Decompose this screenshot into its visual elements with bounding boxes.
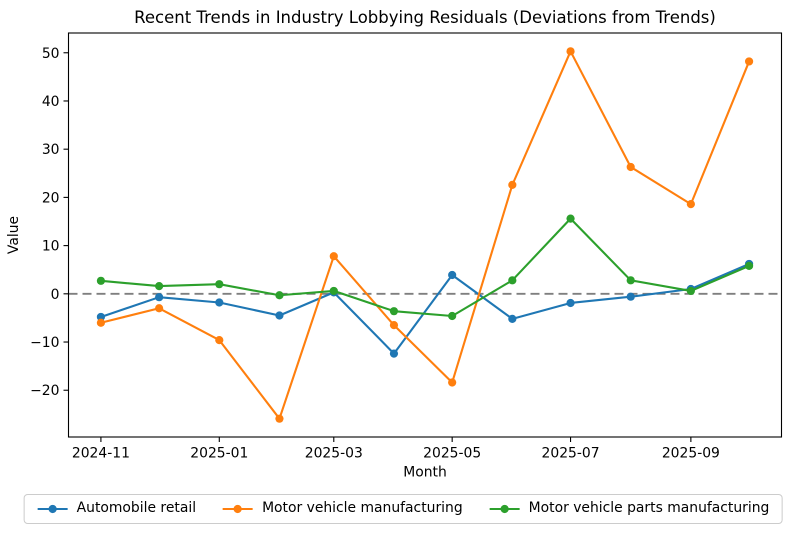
data-point-motor-vehicle-parts-manufacturing: [686, 286, 695, 296]
data-point-motor-vehicle-manufacturing: [96, 318, 106, 327]
data-point-motor-vehicle-parts-manufacturing: [389, 307, 399, 316]
data-point-motor-vehicle-parts-manufacturing: [96, 276, 106, 285]
data-point-motor-vehicle-manufacturing: [566, 47, 575, 56]
data-point-motor-vehicle-manufacturing: [155, 304, 164, 313]
data-point-motor-vehicle-manufacturing: [389, 321, 399, 330]
legend-item: Motor vehicle parts manufacturing: [489, 500, 770, 516]
x-tick-label: 2024-11: [72, 446, 130, 462]
data-point-automobile-retail: [626, 292, 635, 301]
y-tick-label: 20: [42, 190, 60, 206]
x-tick-label: 2025-05: [423, 446, 481, 462]
data-point-motor-vehicle-manufacturing: [508, 180, 517, 189]
legend-label: Motor vehicle parts manufacturing: [528, 500, 770, 516]
legend-line-marker-icon: [37, 504, 68, 514]
y-tick-label: 10: [42, 239, 60, 255]
data-point-automobile-retail: [215, 298, 224, 307]
data-point-automobile-retail: [389, 349, 399, 358]
chart-legend: Automobile retail Motor vehicle manufactu…: [23, 494, 783, 524]
data-point-motor-vehicle-manufacturing: [448, 378, 457, 387]
plot-border: [67, 32, 783, 438]
series-automobile-retail: [96, 259, 754, 358]
data-point-motor-vehicle-parts-manufacturing: [448, 311, 457, 321]
legend-label: Motor vehicle manufacturing: [262, 500, 463, 516]
legend-line-marker-icon: [223, 504, 254, 514]
data-point-automobile-retail: [508, 314, 517, 323]
data-point-motor-vehicle-parts-manufacturing: [566, 214, 575, 223]
x-axis-label: Month: [403, 465, 447, 481]
series-line-automobile-retail: [99, 262, 751, 355]
x-tick-label: 2025-07: [542, 446, 600, 462]
series-motor-vehicle-manufacturing: [96, 47, 754, 423]
y-tick-label: −10: [30, 335, 59, 351]
data-point-automobile-retail: [155, 293, 164, 302]
data-point-motor-vehicle-manufacturing: [275, 414, 284, 423]
legend-label: Automobile retail: [76, 500, 197, 516]
data-point-motor-vehicle-parts-manufacturing: [215, 280, 224, 289]
data-point-motor-vehicle-parts-manufacturing: [329, 286, 338, 296]
data-point-motor-vehicle-manufacturing: [329, 252, 338, 261]
data-point-motor-vehicle-parts-manufacturing: [626, 276, 635, 285]
data-point-automobile-retail: [96, 312, 106, 322]
data-point-motor-vehicle-parts-manufacturing: [744, 261, 754, 270]
x-tick-label: 2025-09: [662, 446, 720, 462]
data-point-automobile-retail: [275, 311, 284, 320]
chart-title: Recent Trends in Industry Lobbying Resid…: [134, 8, 716, 27]
x-tick-label: 2025-01: [190, 446, 248, 462]
y-axis-ticks: −20 −10 0 10 20 30 40 50: [30, 46, 69, 399]
data-point-motor-vehicle-parts-manufacturing: [275, 291, 284, 300]
data-point-automobile-retail: [448, 270, 457, 280]
series-line-motor-vehicle-parts-manufacturing: [99, 217, 751, 318]
y-axis-label: Value: [6, 216, 22, 254]
y-tick-label: 50: [42, 46, 60, 62]
data-point-motor-vehicle-manufacturing: [686, 200, 695, 209]
y-tick-label: 40: [42, 94, 60, 110]
data-point-motor-vehicle-parts-manufacturing: [508, 276, 517, 285]
x-axis-ticks: 2024-11 2025-01 2025-03 2025-05 2025-07 2025-…: [72, 437, 720, 462]
data-point-motor-vehicle-manufacturing: [215, 335, 224, 345]
y-tick-label: 0: [51, 287, 60, 303]
data-point-automobile-retail: [566, 298, 575, 308]
y-tick-label: 30: [42, 142, 60, 158]
data-point-motor-vehicle-manufacturing: [626, 162, 635, 172]
legend-item: Motor vehicle manufacturing: [222, 500, 463, 516]
legend-item: Automobile retail: [37, 500, 197, 516]
data-point-motor-vehicle-parts-manufacturing: [155, 282, 164, 291]
series-motor-vehicle-parts-manufacturing: [96, 214, 754, 321]
legend-line-marker-icon: [489, 504, 520, 514]
data-point-motor-vehicle-manufacturing: [744, 57, 754, 66]
x-tick-label: 2025-03: [305, 446, 363, 462]
y-tick-label: −20: [30, 383, 59, 399]
series-line-motor-vehicle-manufacturing: [99, 50, 751, 420]
